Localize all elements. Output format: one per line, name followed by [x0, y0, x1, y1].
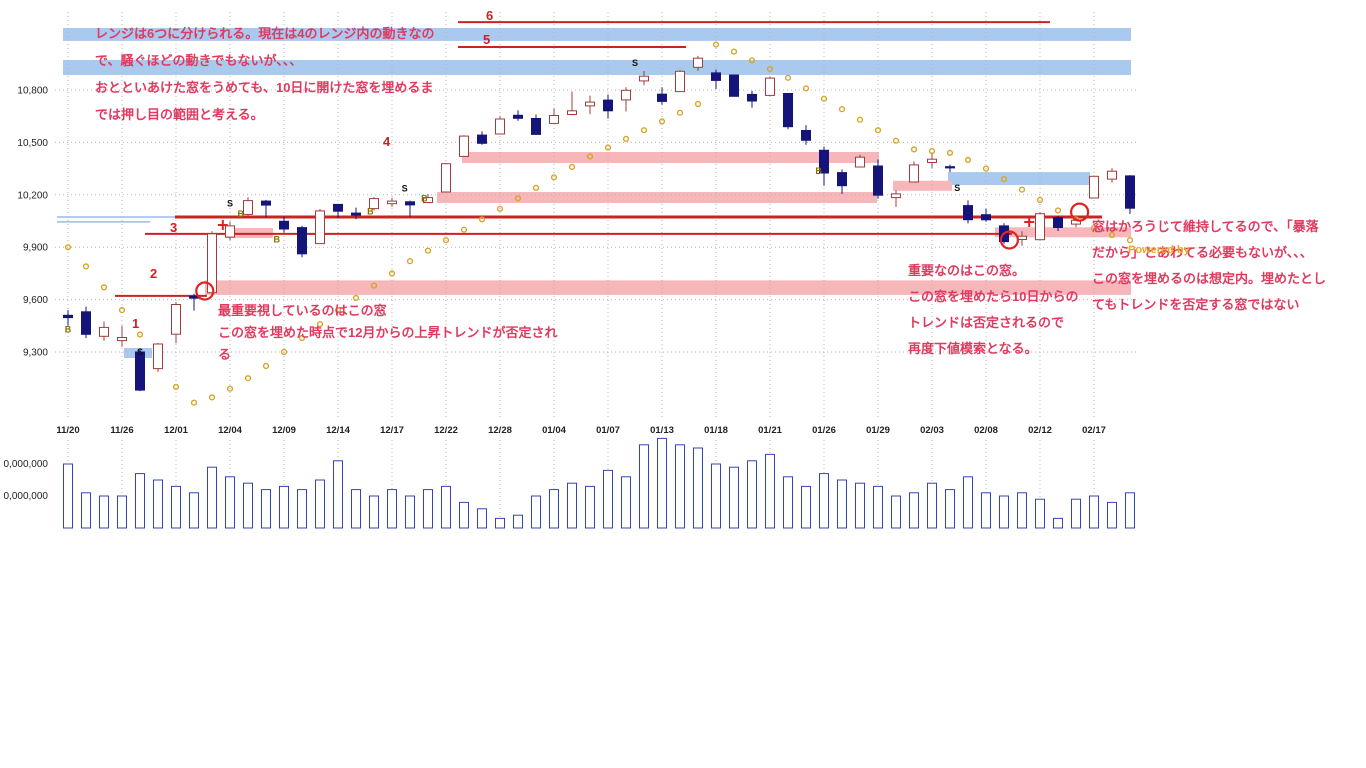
- svg-text:02/03: 02/03: [920, 425, 944, 436]
- annotation-line: トレンドは否定されるので: [908, 315, 1065, 330]
- plus-marks: [217, 217, 1035, 230]
- svg-text:02/08: 02/08: [974, 425, 998, 436]
- range-lines: [57, 21, 1102, 297]
- svg-text:B: B: [65, 324, 72, 334]
- svg-text:11/26: 11/26: [110, 425, 133, 436]
- svg-text:01/04: 01/04: [542, 425, 566, 436]
- sar-dots: [64, 41, 1134, 406]
- svg-text:12/14: 12/14: [326, 425, 350, 436]
- annotation-important-gap: 重要なのはこの窓。 この窓を埋めたら10日からの トレンドは否定されるので 再度…: [908, 258, 1078, 362]
- gap-bands: [63, 28, 1131, 358]
- annotation-line: る: [218, 347, 232, 362]
- svg-text:S: S: [137, 347, 143, 357]
- svg-text:02/17: 02/17: [1082, 425, 1106, 436]
- svg-text:5: 5: [483, 32, 490, 47]
- svg-text:S: S: [227, 199, 233, 209]
- svg-text:01/18: 01/18: [704, 425, 728, 436]
- annotation-line: では押し目の範囲と考える。: [95, 107, 264, 122]
- svg-text:11/20: 11/20: [56, 425, 79, 436]
- annotation-line: で、騒ぐほどの動きでもないが、、、: [95, 53, 303, 68]
- svg-text:2: 2: [150, 266, 157, 281]
- gap-circles: [195, 202, 1090, 301]
- annotation-line: 再度下値模索となる。: [908, 341, 1038, 356]
- svg-text:12/22: 12/22: [434, 425, 458, 436]
- svg-text:12/28: 12/28: [488, 425, 512, 436]
- annotation-line: 重要なのはこの窓。: [908, 263, 1026, 278]
- range-numbers: 1 2 3 4 5 6: [132, 8, 493, 331]
- svg-text:01/26: 01/26: [812, 425, 836, 436]
- annotation-ranges: レンジは6つに分けられる。現在は4のレンジ内の動きなの で、騒ぐほどの動きでもな…: [95, 20, 434, 128]
- svg-text:01/07: 01/07: [596, 425, 620, 436]
- svg-text:9,900: 9,900: [23, 243, 48, 254]
- svg-text:10,500: 10,500: [17, 138, 48, 149]
- svg-text:B: B: [367, 206, 374, 216]
- svg-text:B: B: [815, 166, 822, 176]
- svg-text:01/21: 01/21: [758, 425, 782, 436]
- svg-text:B: B: [421, 193, 428, 203]
- svg-text:01/13: 01/13: [650, 425, 674, 436]
- annotation-line: この窓を埋めるのは想定内。埋めたとし: [1092, 271, 1327, 286]
- annotation-line: おとといあけた窓をうめても、10日に開けた窓を埋めるま: [95, 80, 434, 95]
- svg-text:0,000,000: 0,000,000: [4, 459, 49, 470]
- svg-text:12/17: 12/17: [380, 425, 404, 436]
- svg-text:10,200: 10,200: [17, 190, 48, 201]
- annotation-line: この窓を埋めた時点で12月からの上昇トレンドが否定され: [218, 325, 558, 340]
- svg-text:12/04: 12/04: [218, 425, 242, 436]
- annotation-line: 最重要視しているのはこの窓: [218, 303, 387, 318]
- svg-text:10,800: 10,800: [17, 86, 48, 97]
- candles: [63, 55, 1135, 392]
- svg-text:4: 4: [383, 134, 391, 149]
- svg-text:1: 1: [132, 316, 139, 331]
- annotation-line: てもトレンドを否定する窓ではない: [1092, 297, 1300, 312]
- svg-text:S: S: [402, 184, 408, 194]
- svg-text:B: B: [274, 234, 281, 244]
- annotation-most-important-gap: 最重要視しているのはこの窓 この窓を埋めた時点で12月からの上昇トレンドが否定さ…: [218, 300, 557, 366]
- svg-text:0,000,000: 0,000,000: [4, 491, 49, 502]
- svg-text:12/01: 12/01: [164, 425, 188, 436]
- volume-bars: [63, 437, 1135, 529]
- svg-text:9,600: 9,600: [23, 295, 48, 306]
- svg-text:3: 3: [170, 220, 177, 235]
- annotation-right-gap: 窓はかろうじて維持してるので、「暴落 だから」とあわてる必要もないが、、、 この…: [1092, 214, 1326, 318]
- svg-text:B: B: [238, 209, 245, 219]
- svg-text:6: 6: [486, 8, 493, 23]
- annotation-line: だから」とあわてる必要もないが、、、: [1092, 245, 1313, 260]
- annotation-line: レンジは6つに分けられる。現在は4のレンジ内の動きなの: [95, 26, 435, 41]
- svg-text:S: S: [954, 183, 960, 193]
- svg-text:S: S: [632, 58, 638, 68]
- annotation-line: 窓はかろうじて維持してるので、「暴落: [1092, 219, 1319, 234]
- svg-text:02/12: 02/12: [1028, 425, 1052, 436]
- svg-text:12/09: 12/09: [272, 425, 296, 436]
- powered-by-watermark: Powered by: [1128, 244, 1190, 256]
- annotation-line: この窓を埋めたら10日からの: [908, 289, 1079, 304]
- svg-text:01/29: 01/29: [866, 425, 890, 436]
- svg-text:9,300: 9,300: [23, 348, 48, 359]
